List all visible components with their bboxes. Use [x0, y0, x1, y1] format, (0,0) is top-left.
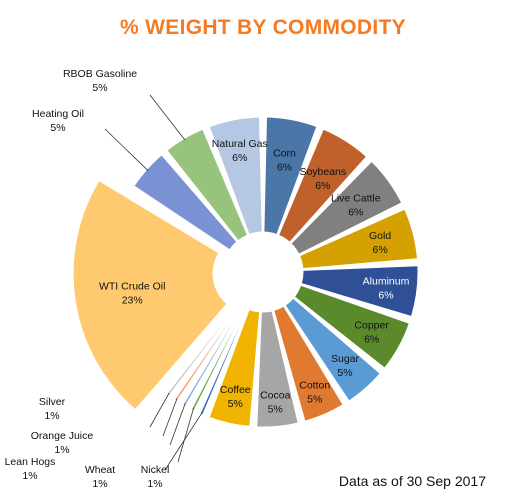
- slice-value-cotton: 5%: [307, 393, 322, 405]
- slice-cotton: [273, 305, 344, 422]
- slice-label-aluminum: Aluminum: [363, 276, 410, 288]
- slice-copper: [293, 284, 410, 369]
- slice-corn: [263, 116, 318, 236]
- slice-value-cocoa: 5%: [268, 404, 283, 416]
- slice-natural-gas: [208, 116, 263, 236]
- slice-label-gold: Gold: [369, 230, 391, 242]
- slice-value-coffee: 5%: [228, 398, 243, 410]
- slice-soybeans: [277, 128, 368, 243]
- leader-line-lean-hogs: [169, 403, 186, 446]
- slice-coffee: [208, 308, 261, 427]
- slice-label-soybeans: Soybeans: [299, 166, 346, 178]
- slice-label-rbob-gasoline: RBOB Gasoline: [63, 68, 137, 80]
- slice-aluminum: [300, 265, 419, 318]
- slice-label-sugar: Sugar: [331, 353, 360, 365]
- slice-live-cattle: [290, 160, 403, 255]
- slice-label-cotton: Cotton: [299, 379, 330, 391]
- slice-label-lean-hogs: Lean Hogs: [5, 456, 56, 468]
- leader-line-heating-oil: [104, 128, 149, 172]
- slice-value-soybeans: 6%: [315, 180, 330, 192]
- slice-label-copper: Copper: [354, 320, 389, 332]
- slice-value-gold: 6%: [373, 244, 388, 256]
- slice-value-copper: 6%: [364, 334, 379, 346]
- slice-label-corn: Corn: [273, 147, 296, 159]
- slice-label-natural-gas: Natural Gas: [212, 138, 268, 150]
- slice-rbob-gasoline: [166, 128, 249, 242]
- chart-title: % WEIGHT BY COMMODITY: [120, 16, 406, 39]
- slice-value-nickel: 1%: [147, 478, 162, 490]
- slice-label-heating-oil: Heating Oil: [32, 108, 84, 120]
- leader-line-orange-juice: [162, 398, 178, 437]
- slice-label-silver: Silver: [39, 396, 66, 408]
- slice-sugar: [284, 297, 381, 402]
- slice-wti-crude-oil: [72, 179, 228, 411]
- slice-value-wheat: 1%: [92, 478, 107, 490]
- slice-cocoa: [256, 310, 299, 428]
- slice-value-natural-gas: 6%: [232, 152, 247, 164]
- data-date-note: Data as of 30 Sep 2017: [338, 473, 486, 489]
- leader-line-silver: [149, 392, 170, 428]
- slice-value-orange-juice: 1%: [54, 444, 69, 456]
- slice-label-wheat: Wheat: [85, 464, 115, 476]
- slice-gold: [298, 208, 418, 270]
- slice-value-corn: 6%: [277, 161, 292, 173]
- slice-value-aluminum: 6%: [378, 290, 393, 302]
- slice-label-orange-juice: Orange Juice: [31, 430, 94, 442]
- slice-label-live-cattle: Live Cattle: [331, 193, 381, 205]
- slice-value-sugar: 5%: [337, 367, 352, 379]
- leader-line-rbob-gasoline: [149, 94, 186, 141]
- slice-value-live-cattle: 6%: [348, 207, 363, 219]
- slice-value-lean-hogs: 1%: [22, 470, 37, 482]
- slice-label-cocoa: Cocoa: [260, 390, 291, 402]
- slice-label-wti-crude-oil: WTI Crude Oil: [99, 281, 166, 293]
- slice-label-nickel: Nickel: [141, 464, 170, 476]
- slice-heating-oil: [133, 154, 238, 251]
- slice-nickel: [199, 307, 249, 416]
- slice-value-rbob-gasoline: 5%: [92, 82, 107, 94]
- leader-line-wheat: [177, 408, 194, 463]
- slice-value-silver: 1%: [44, 410, 59, 422]
- slice-label-coffee: Coffee: [220, 384, 251, 396]
- slice-value-wti-crude-oil: 23%: [122, 295, 143, 307]
- slice-value-heating-oil: 5%: [50, 122, 65, 134]
